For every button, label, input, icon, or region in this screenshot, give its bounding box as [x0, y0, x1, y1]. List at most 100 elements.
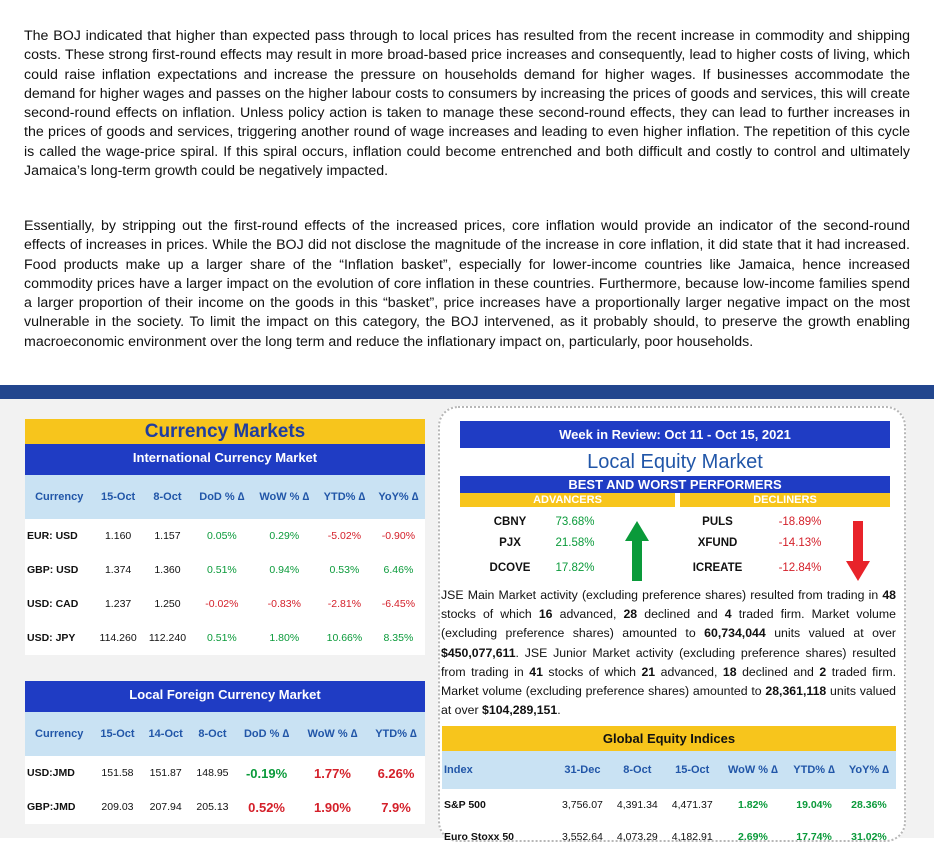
cell: USD: CAD: [27, 598, 79, 610]
advancer-symbol: DCOVE: [489, 562, 531, 574]
table-row: S&P 500 3,756.07 4,391.34 4,471.37 1.82%…: [442, 789, 896, 821]
cell: 1.77%: [314, 765, 351, 781]
table-header-row: Index 31-Dec 8-Oct 15-Oct WoW % ∆ YTD% ∆…: [442, 751, 896, 789]
summary-text: advanced,: [552, 607, 624, 622]
intl-currency-table: Currency 15-Oct 8-Oct DoD % ∆ WoW % ∆ YT…: [25, 475, 425, 655]
spacer: [25, 655, 425, 681]
decliner-change: -12.84%: [778, 562, 822, 574]
summary-text: units valued at over: [765, 626, 897, 641]
col-header: 15-Oct: [93, 475, 143, 519]
cell: 1.374: [104, 564, 132, 576]
cell: 1.80%: [269, 632, 300, 644]
col-header: 31-Dec: [555, 751, 610, 789]
cell: 205.13: [196, 801, 229, 813]
cell: 6.46%: [383, 564, 414, 576]
cell: 4,471.37: [671, 799, 713, 811]
decliners-label: DECLINERS: [680, 493, 890, 507]
equity-panel: Week in Review: Oct 11 - Oct 15, 2021 Lo…: [438, 406, 906, 843]
decliners-down-arrow-icon: [846, 521, 870, 581]
cell: 4,182.91: [671, 831, 713, 843]
col-header: 15-Oct: [664, 751, 720, 789]
advancer-change: 73.68%: [555, 516, 595, 528]
currency-markets-title: Currency Markets: [25, 419, 425, 444]
col-header: Index: [442, 751, 555, 789]
cell: 112.240: [148, 632, 187, 644]
local-currency-table: Currency 15-Oct 14-Oct 8-Oct DoD % ∆ WoW…: [25, 712, 425, 824]
best-worst-title: BEST AND WORST PERFORMERS: [460, 476, 890, 493]
cell: 4,073.29: [616, 831, 658, 843]
cell: -5.02%: [327, 530, 362, 542]
cell: 0.94%: [269, 564, 300, 576]
advancer-symbol: PJX: [499, 537, 521, 549]
table-row: EUR: USD 1.160 1.157 0.05% 0.29% -5.02% …: [25, 519, 425, 553]
cell: -0.90%: [381, 530, 416, 542]
cell: -6.45%: [381, 598, 416, 610]
cell: 19.04%: [796, 799, 832, 811]
cell: EUR: USD: [27, 530, 78, 542]
col-header: WoW % ∆: [719, 751, 787, 789]
table-row: GBP: USD 1.374 1.360 0.51% 0.94% 0.53% 6…: [25, 553, 425, 587]
local-equity-title: Local Equity Market: [587, 451, 763, 473]
cell: Euro Stoxx 50: [444, 831, 515, 843]
local-currency-title: Local Foreign Currency Market: [25, 681, 425, 712]
summary-number: 4: [724, 607, 732, 622]
col-header: Currency: [25, 475, 94, 519]
cell: 31.02%: [851, 831, 887, 843]
cell: 7.9%: [381, 799, 411, 815]
summary-number: 60,734,044: [704, 626, 766, 641]
summary-text: . JSE Junior Market activity (excluding …: [441, 645, 896, 679]
summary-number: 48: [882, 588, 896, 602]
table-row: USD: CAD 1.237 1.250 -0.02% -0.83% -2.81…: [25, 587, 425, 621]
cell: 1.90%: [314, 799, 351, 815]
advancer-change: 17.82%: [555, 562, 595, 574]
intl-currency-title: International Currency Market: [25, 444, 425, 475]
article-paragraph-1: The BOJ indicated that higher than expec…: [24, 28, 910, 180]
cell: 1.82%: [738, 799, 768, 811]
cell: 207.94: [149, 801, 182, 813]
col-header: DoD % ∆: [192, 475, 252, 519]
col-header: YTD% ∆: [317, 475, 372, 519]
cell: 0.52%: [248, 799, 285, 815]
summary-number: 41: [529, 664, 543, 679]
cell: 0.05%: [206, 530, 237, 542]
advancers-label: ADVANCERS: [460, 493, 675, 507]
col-header: 15-Oct: [93, 712, 142, 756]
week-in-review-banner: Week in Review: Oct 11 - Oct 15, 2021: [460, 421, 890, 448]
cell: 151.58: [101, 767, 134, 779]
summary-number: 21: [641, 664, 656, 679]
summary-number: 16: [538, 607, 553, 622]
cell: 6.26%: [377, 765, 415, 781]
col-header: 14-Oct: [141, 712, 190, 756]
cell: 17.74%: [796, 831, 832, 843]
table-row: USD:JMD 151.58 151.87 148.95 -0.19% 1.77…: [25, 756, 425, 790]
summary-text: JSE Main Market activity (excluding pref…: [441, 588, 883, 602]
cell: 148.95: [196, 767, 229, 779]
cell: GBP: USD: [27, 564, 79, 576]
cell: -0.83%: [267, 598, 301, 610]
cell: 1.360: [154, 564, 181, 576]
decliner-change: -14.13%: [778, 537, 822, 549]
summary-text: units valued at over: [441, 684, 896, 718]
table-header-row: Currency 15-Oct 8-Oct DoD % ∆ WoW % ∆ YT…: [25, 475, 425, 519]
summary-number: $450,077,611: [441, 645, 516, 660]
cell: USD: JPY: [27, 632, 76, 644]
col-header: YoY% ∆: [371, 475, 425, 519]
col-header: 8-Oct: [142, 475, 193, 519]
decliner-change: -18.89%: [778, 516, 822, 528]
table-row: Euro Stoxx 50 3,552.64 4,073.29 4,182.91…: [442, 821, 896, 853]
col-header: WoW % ∆: [297, 712, 368, 756]
cell: 0.29%: [269, 530, 300, 542]
cell: 1.250: [154, 598, 181, 610]
cell: S&P 500: [444, 799, 486, 811]
col-header: 8-Oct: [609, 751, 665, 789]
cell: 209.03: [101, 801, 134, 813]
cell: 4,391.34: [616, 799, 658, 811]
cell: 0.51%: [206, 632, 237, 644]
summary-text: traded firm. Market volume (excluding pr…: [441, 607, 896, 641]
advancer-change: 21.58%: [555, 537, 595, 549]
summary-text: advanced,: [655, 664, 723, 679]
advancers-up-arrow-icon: [625, 521, 649, 581]
summary-number: 2: [819, 664, 827, 679]
cell: 2.69%: [738, 831, 768, 843]
summary-text: traded firm. Market volume (excluding pr…: [441, 664, 896, 699]
